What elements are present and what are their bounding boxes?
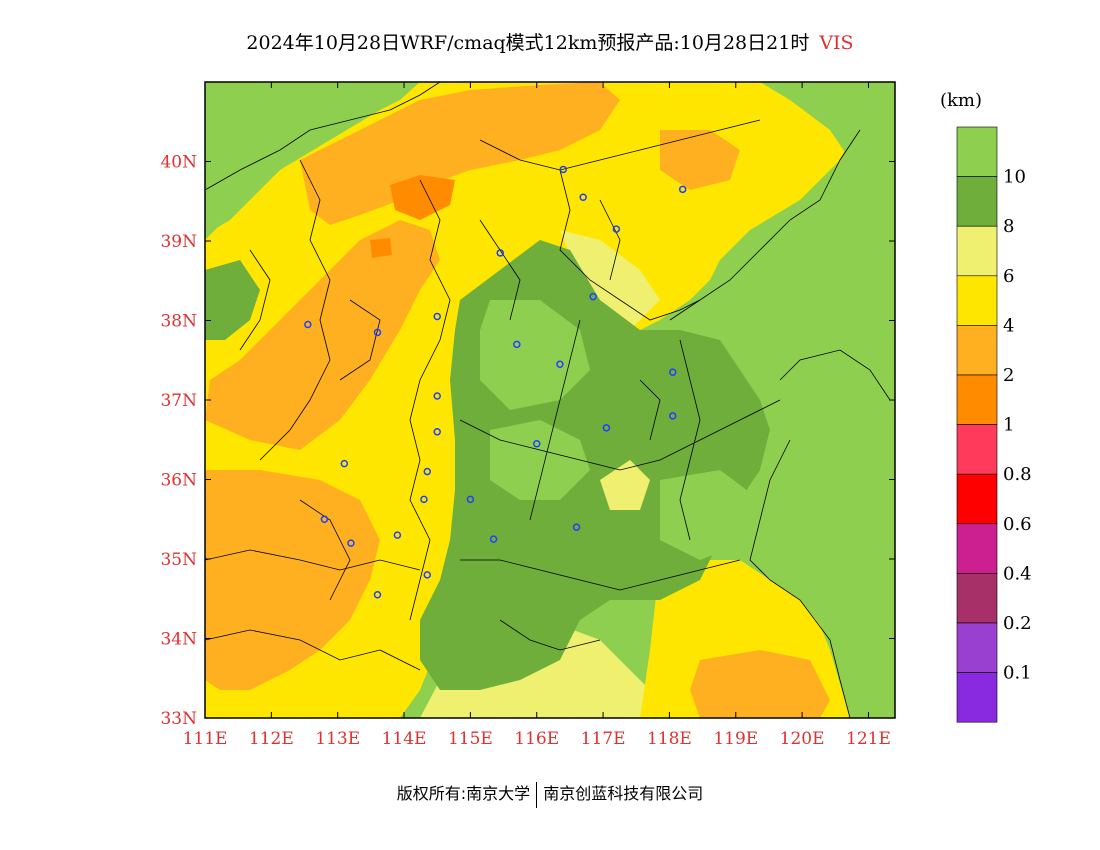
- station-marker: [559, 165, 568, 174]
- station-marker: [489, 535, 498, 543]
- y-tick-label: 38N: [160, 312, 197, 332]
- station-marker: [433, 428, 441, 436]
- station-marker: [433, 312, 441, 321]
- station-marker: [668, 412, 677, 420]
- legend-swatch: [956, 672, 998, 723]
- legend-swatch: [956, 622, 998, 673]
- color-legend: 10 8 6 4 2 1 0.8 0.6 0.4 0.2 0.1: [956, 126, 1032, 723]
- station-markers: [304, 165, 687, 599]
- legend-swatch: [956, 523, 998, 574]
- station-marker: [496, 249, 504, 257]
- x-tick-label: 113E: [315, 729, 360, 749]
- legend-swatch: [956, 126, 998, 177]
- y-tick-label: 39N: [160, 232, 197, 252]
- station-marker: [423, 467, 432, 476]
- station-marker: [393, 531, 402, 539]
- boundary-lines: [205, 82, 891, 718]
- station-marker: [589, 292, 597, 301]
- legend-label: 8: [1003, 216, 1014, 237]
- station-marker: [572, 523, 581, 531]
- legend-label: 0.1: [1003, 663, 1032, 684]
- legend-label: 0.8: [1003, 464, 1032, 485]
- legend-swatch: [956, 473, 998, 525]
- axis-ticks: 111E 112E 113E 114E 115E 116E 117E 118E 119E 120E…: [160, 82, 895, 749]
- station-marker: [433, 392, 441, 400]
- legend-label: 0.4: [1003, 563, 1032, 584]
- legend-unit: (km): [940, 90, 983, 111]
- y-tick-label: 36N: [160, 471, 197, 491]
- station-marker: [466, 495, 475, 504]
- x-tick-label: 114E: [382, 729, 427, 749]
- legend-swatch: [956, 424, 998, 475]
- station-marker: [420, 495, 428, 504]
- station-marker: [668, 368, 677, 376]
- station-marker: [373, 328, 382, 337]
- legend-label: 4: [1003, 315, 1014, 336]
- legend-label: 2: [1003, 365, 1014, 386]
- station-marker: [556, 360, 564, 368]
- y-tick-label: 34N: [160, 630, 197, 650]
- x-tick-label: 115E: [448, 729, 493, 749]
- station-marker: [579, 193, 587, 202]
- title-text: 2024年10月28日WRF/cmaq模式12km预报产品:10月28日21时: [246, 32, 810, 54]
- station-marker: [373, 591, 382, 599]
- company-text: 南京创蓝科技有限公司: [543, 784, 704, 803]
- station-marker: [304, 320, 312, 329]
- station-marker: [532, 439, 541, 448]
- x-tick-label: 117E: [581, 729, 626, 749]
- station-marker: [678, 185, 687, 194]
- legend-label: 1: [1003, 415, 1014, 436]
- legend-swatch: [956, 374, 998, 425]
- x-tick-label: 119E: [713, 729, 758, 749]
- x-tick-label: 116E: [514, 729, 559, 749]
- x-tick-label: 111E: [183, 729, 228, 749]
- station-marker: [602, 424, 611, 432]
- station-marker: [320, 515, 329, 523]
- footer: 版权所有:南京大学 南京创蓝科技有限公司: [0, 780, 1100, 808]
- legend-swatch: [956, 325, 998, 376]
- station-marker: [423, 571, 432, 579]
- variable-label: VIS: [819, 32, 854, 54]
- x-tick-label: 112E: [249, 729, 294, 749]
- station-marker: [347, 539, 355, 547]
- legend-swatch: [956, 176, 998, 227]
- x-tick-label: 121E: [846, 729, 891, 749]
- map-title: 2024年10月28日WRF/cmaq模式12km预报产品:10月28日21时 V…: [0, 28, 1100, 55]
- x-tick-label: 118E: [647, 729, 692, 749]
- legend-swatch: [956, 573, 998, 624]
- station-marker: [340, 459, 349, 468]
- legend-swatch: [956, 275, 998, 326]
- station-marker: [612, 225, 621, 233]
- y-tick-label: 37N: [160, 391, 197, 411]
- copyright-text: 版权所有:南京大学: [396, 784, 531, 803]
- legend-label: 0.6: [1003, 514, 1032, 535]
- legend-label: 0.2: [1003, 613, 1032, 634]
- x-tick-label: 120E: [780, 729, 825, 749]
- legend-label: 10: [1003, 167, 1026, 188]
- footer-divider: [536, 781, 538, 808]
- y-tick-label: 40N: [160, 153, 197, 173]
- y-tick-label: 33N: [160, 709, 197, 729]
- legend-swatch: [956, 225, 998, 277]
- station-marker: [513, 340, 521, 349]
- legend-label: 6: [1003, 266, 1014, 287]
- y-tick-label: 35N: [160, 550, 197, 570]
- visibility-field: [205, 82, 895, 718]
